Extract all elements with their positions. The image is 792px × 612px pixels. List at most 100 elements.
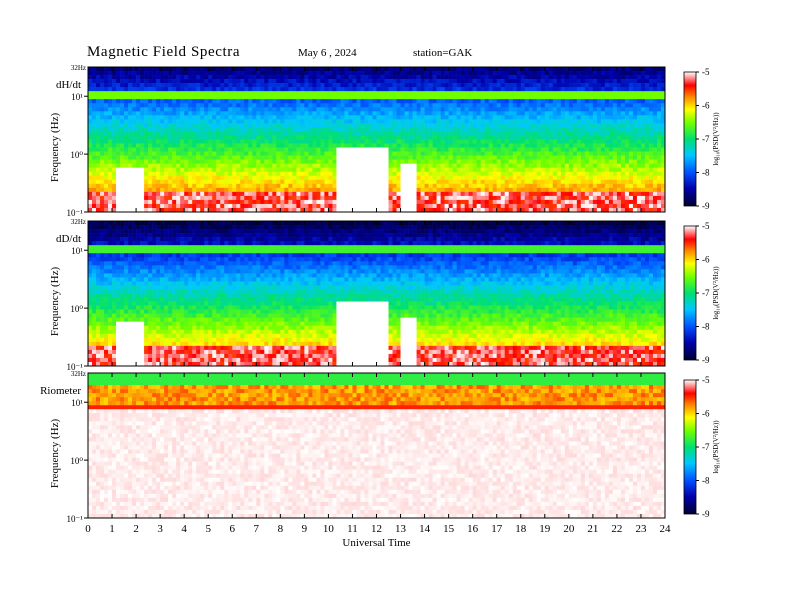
spectrogram-cell [332,196,336,200]
spectrogram-cell [312,75,316,79]
spectrogram-cell [200,160,204,164]
spectrogram-cell [360,91,364,95]
spectrogram-cell [152,144,156,148]
spectrogram-cell [284,152,288,156]
spectrogram-cell [577,91,581,95]
spectrogram-cell [449,168,453,172]
spectrogram-cell [429,204,433,208]
spectrogram-cell [236,176,240,180]
spectrogram-cell [385,192,389,196]
spectrogram-cell [232,152,236,156]
spectrogram-cell [208,180,212,184]
spectrogram-cell [441,164,445,168]
spectrogram-cell [385,200,389,204]
spectrogram-cell [120,184,124,188]
spectrogram-cell [196,91,200,95]
spectrogram-cell [244,144,248,148]
spectrogram-cell [393,123,397,127]
spectrogram-cell [200,152,204,156]
spectrogram-cell [120,192,124,196]
spectrogram-cell [529,180,533,184]
spectrogram-cell [489,71,493,75]
spectrogram-cell [324,127,328,131]
spectrogram-cell [477,79,481,83]
spectrogram-cell [585,107,589,111]
spectrogram-cell [288,152,292,156]
spectrogram-cell [304,148,308,152]
spectrogram-cell [228,107,232,111]
spectrogram-cell [240,99,244,103]
spectrogram-cell [401,115,405,119]
spectrogram-cell [389,184,393,188]
spectrogram-cell [120,67,124,71]
spectrogram-cell [481,115,485,119]
spectrogram-cell [421,164,425,168]
spectrogram-cell [160,135,164,139]
spectrogram-cell [232,127,236,131]
spectrogram-cell [168,127,172,131]
spectrogram-cell [180,176,184,180]
spectrogram-cell [537,91,541,95]
spectrogram-cell [232,115,236,119]
spectrogram-cell [264,119,268,123]
spectrogram-cell [96,164,100,168]
spectrogram-cell [569,164,573,168]
spectrogram-cell [272,91,276,95]
spectrogram-cell [641,107,645,111]
spectrogram-cell [136,152,140,156]
spectrogram-cell [457,67,461,71]
spectrogram-cell [108,103,112,107]
spectrogram-cell [461,131,465,135]
spectrogram-cell [220,200,224,204]
spectrogram-cell [336,176,340,180]
spectrogram-cell [188,103,192,107]
spectrogram-cell [332,75,336,79]
spectrogram-cell [417,176,421,180]
spectrogram-cell [533,115,537,119]
spectrogram-cell [517,180,521,184]
spectrogram-cell [409,71,413,75]
spectrogram-cell [124,107,128,111]
spectrogram-cell [356,79,360,83]
spectrogram-cell [304,87,308,91]
spectrogram-cell [385,172,389,176]
spectrogram-cell [381,107,385,111]
spectrogram-cell [445,168,449,172]
spectrogram-cell [613,123,617,127]
spectrogram-cell [132,192,136,196]
spectrogram-cell [613,83,617,87]
spectrogram-cell [609,180,613,184]
spectrogram-cell [144,123,148,127]
spectrogram-cell [449,119,453,123]
spectrogram-cell [320,188,324,192]
spectrogram-cell [92,172,96,176]
spectrogram-cell [397,123,401,127]
spectrogram-cell [601,75,605,79]
spectrogram-cell [232,99,236,103]
spectrogram-cell [180,99,184,103]
spectrogram-cell [609,148,613,152]
spectrogram-cell [340,140,344,144]
spectrogram-cell [364,91,368,95]
spectrogram-cell [637,152,641,156]
spectrogram-cell [541,75,545,79]
spectrogram-cell [252,131,256,135]
spectrogram-cell [393,115,397,119]
spectrogram-cell [308,184,312,188]
spectrogram-cell [381,123,385,127]
spectrogram-cell [609,196,613,200]
spectrogram-cell [272,184,276,188]
spectrogram-cell [401,200,405,204]
spectrogram-cell [224,204,228,208]
spectrogram-cell [348,152,352,156]
spectrogram-cell [120,164,124,168]
spectrogram-cell [589,140,593,144]
spectrogram-cell [324,196,328,200]
spectrogram-cell [188,148,192,152]
spectrogram-cell [641,156,645,160]
spectrogram-cell [465,180,469,184]
spectrogram-cell [100,111,104,115]
spectrogram-cell [537,144,541,148]
spectrogram-cell [344,148,348,152]
spectrogram-cell [136,103,140,107]
